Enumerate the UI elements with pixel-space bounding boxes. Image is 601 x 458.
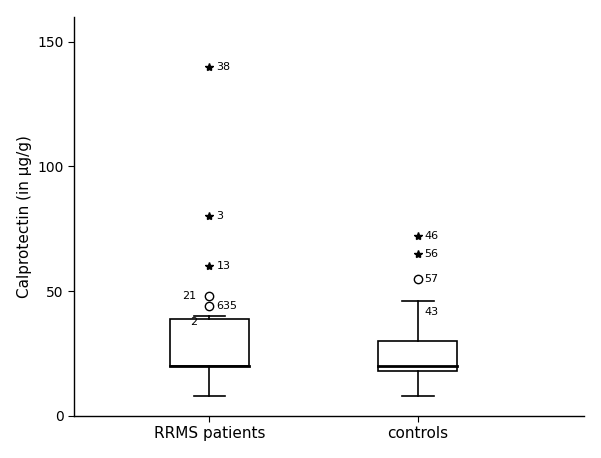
Y-axis label: Calprotectin (in µg/g): Calprotectin (in µg/g) [17,135,32,298]
Text: 57: 57 [425,274,439,284]
Text: 46: 46 [425,231,439,241]
Text: 635: 635 [216,301,237,311]
Text: 43: 43 [425,307,439,317]
Text: 38: 38 [216,61,230,71]
Bar [378,341,457,371]
Bar [170,319,249,366]
Text: 2: 2 [190,316,197,327]
Text: 3: 3 [216,211,224,221]
Text: 21: 21 [182,291,196,301]
Text: 13: 13 [216,261,230,271]
Text: 56: 56 [425,249,439,259]
